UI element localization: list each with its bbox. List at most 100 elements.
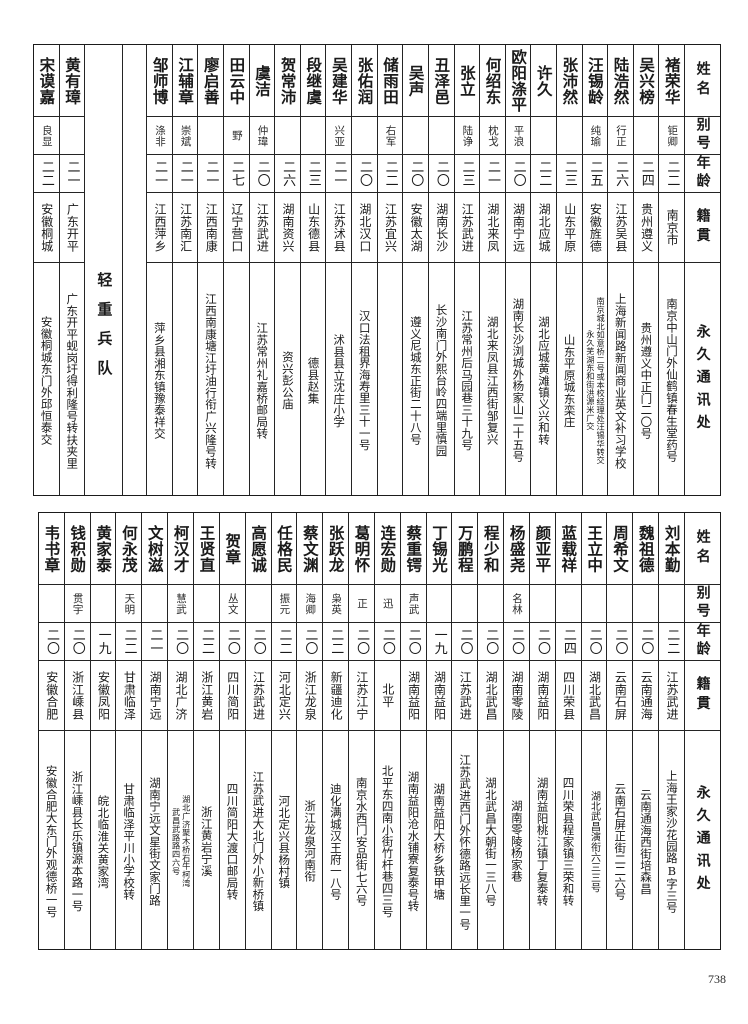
entry-alias-text: 野 bbox=[230, 130, 243, 141]
entry-alias bbox=[426, 585, 452, 623]
entry-origin: 安徽桐城 bbox=[33, 193, 59, 263]
registry-entry-column: 许久 二二 湖北应城 湖北应城黄滩镇义兴和转 bbox=[530, 45, 556, 495]
entry-origin-text: 湖北广济 bbox=[174, 671, 189, 720]
entry-alias bbox=[38, 585, 64, 623]
entry-alias-text: 丛文 bbox=[226, 592, 239, 615]
entry-alias: 振元 bbox=[271, 585, 297, 623]
entry-address: 南京水西门安品街七六号 bbox=[349, 731, 374, 949]
entry-origin: 江苏武进 bbox=[249, 193, 275, 263]
entry-name-text: 柯汉才 bbox=[171, 524, 191, 573]
entry-name-text: 文树滋 bbox=[145, 524, 165, 573]
entry-name-text: 刘本勤 bbox=[662, 524, 682, 573]
entry-name: 高愿诚 bbox=[245, 513, 271, 585]
entry-origin-text: 安徽桐城 bbox=[39, 203, 54, 252]
entry-alias-text: 陆诤 bbox=[461, 124, 474, 147]
entry-age: 二〇 bbox=[478, 623, 504, 661]
entry-address: 德县赵集 bbox=[301, 263, 326, 495]
entry-alias: 钜卿 bbox=[659, 117, 684, 155]
entry-name-text: 邹师博 bbox=[150, 56, 170, 105]
entry-age: 二〇 bbox=[529, 623, 555, 661]
entry-name: 何绍东 bbox=[480, 45, 505, 117]
entry-origin-text: 江西萍乡 bbox=[152, 203, 167, 252]
row-label-alias: 别号 bbox=[685, 117, 720, 155]
entry-address: 浙江黄岩宁溪 bbox=[194, 731, 219, 949]
entry-origin: 新疆迪化 bbox=[323, 661, 349, 731]
row-label-name: 姓名 bbox=[685, 45, 720, 117]
registry-entry-column: 魏祖德 二〇 云南通海 云南通海西街培森昌 bbox=[632, 513, 659, 949]
entry-alias: 涤非 bbox=[147, 117, 172, 155]
entry-alias: 纯瑜 bbox=[582, 117, 608, 155]
entry-age-text: 二二 bbox=[199, 627, 215, 656]
entry-age-text: 二一 bbox=[331, 159, 347, 188]
entry-alias: 迅 bbox=[374, 585, 400, 623]
entry-origin: 浙江黄岩 bbox=[193, 661, 219, 731]
entry-age: 二二 bbox=[531, 155, 556, 193]
entry-origin: 四川简阳 bbox=[219, 661, 245, 731]
registry-entry-column: 蔡文渊 海卿 二〇 浙江龙泉 浙江龙泉河南衔 bbox=[296, 513, 323, 949]
entry-origin-text: 安徽旌德 bbox=[588, 203, 603, 252]
entry-address-line: 云南石屏正街二二六号 bbox=[613, 782, 628, 901]
registry-entry-column: 吴声 二〇 安徽太湖 遵义尼城东正街二十八号 bbox=[402, 45, 428, 495]
entry-origin: 江苏武进 bbox=[452, 661, 478, 731]
entry-address: 贵州遵义中正门二〇号 bbox=[634, 263, 659, 495]
entry-alias-text: 良显 bbox=[40, 124, 53, 147]
registry-entry-column: 黄家泰 一九 安徽凤阳 皖北临淮关黄家湾 bbox=[89, 513, 116, 949]
entry-address-line: 甘肃临泽平川小学校转 bbox=[122, 782, 137, 901]
entry-address: 上海新闻路新闻商业英文补习学校 bbox=[608, 263, 633, 495]
entry-name-text: 廖启善 bbox=[201, 56, 221, 105]
registry-entry-column: 万鹏程 二〇 江苏武进 江苏武进西门外怀德路远长里一号 bbox=[451, 513, 478, 949]
entry-origin: 湖北武昌 bbox=[581, 661, 607, 731]
entry-age: 二二 bbox=[193, 623, 219, 661]
entry-name-text: 张沛然 bbox=[560, 56, 580, 105]
entry-address-line: 四川荣县程家镇三荣和转 bbox=[561, 776, 576, 907]
entry-name: 周希文 bbox=[607, 513, 633, 585]
entry-origin: 湖南资兴 bbox=[275, 193, 300, 263]
entry-origin-text: 甘肃临泽 bbox=[122, 671, 137, 720]
entry-age-text: 二〇 bbox=[379, 627, 395, 656]
entry-age-text: 二一 bbox=[147, 627, 163, 656]
entry-age: 二六 bbox=[608, 155, 633, 193]
entry-alias-text: 名林 bbox=[511, 592, 524, 615]
registry-entry-column: 陆浩然 行正 二六 江苏吴县 上海新闻路新闻商业英文补习学校 bbox=[607, 45, 633, 495]
entry-name: 柯汉才 bbox=[168, 513, 193, 585]
entry-address: 北平东四南小街竹杆巷四三号 bbox=[375, 731, 400, 949]
entry-address-line: 迪化满城汉王府一八号 bbox=[328, 782, 343, 901]
entry-alias: 陆诤 bbox=[454, 117, 480, 155]
entry-origin: 湖南宁远 bbox=[505, 193, 531, 263]
entry-age-text: 二二 bbox=[664, 159, 680, 188]
entry-address: 上海王家沙花园路B字三号 bbox=[659, 731, 684, 949]
entry-age-text: 二一 bbox=[64, 159, 80, 188]
entry-alias-text: 崇斌 bbox=[179, 124, 192, 147]
entry-address: 山东平原城东栾庄 bbox=[557, 263, 582, 495]
registry-entry-column: 任格民 振元 二二 河北定兴 河北定兴县杨村镇 bbox=[270, 513, 297, 949]
registry-entry-column: 段继虞 二三 山东德县 德县赵集 bbox=[299, 45, 326, 495]
entry-alias: 野 bbox=[224, 117, 249, 155]
registry-entry-column: 廖启善 二一 江西南康 江西南康塘江圩油行衔广兴隆号转 bbox=[197, 45, 224, 495]
entry-age-text: 一九 bbox=[431, 627, 447, 656]
entry-origin-text: 湖南益阳 bbox=[432, 671, 447, 720]
entry-age-text: 二〇 bbox=[433, 159, 449, 188]
entry-address: 汉口法租界海寿里三十一号 bbox=[352, 263, 377, 495]
entry-address: 江苏常州礼嘉桥邮局转 bbox=[250, 263, 275, 495]
entry-alias bbox=[300, 117, 326, 155]
registry-entry-column: 张立 陆诤 二三 江苏武进 江苏常州后马园巷三十九号 bbox=[453, 45, 480, 495]
entry-address: 湖北武昌演衔六三三号 bbox=[582, 731, 607, 949]
entry-alias-text: 兴亚 bbox=[333, 124, 346, 147]
entry-address: 南京中山门外仙鹤镇春生堂药号 bbox=[659, 263, 684, 495]
entry-address: 资兴彭公庙 bbox=[275, 263, 300, 495]
entry-alias-text: 右军 bbox=[384, 124, 397, 147]
entry-age: 二〇 bbox=[38, 623, 64, 661]
entry-alias bbox=[198, 117, 224, 155]
entry-name-text: 韦书章 bbox=[42, 524, 62, 573]
entry-name-text: 储雨田 bbox=[381, 56, 401, 105]
entry-alias bbox=[245, 585, 271, 623]
entry-address-line: 皖北临淮关黄家湾 bbox=[96, 794, 111, 889]
entry-origin-text: 江苏武进 bbox=[251, 671, 266, 720]
entry-address-line: 南京水西门安品街七六号 bbox=[354, 776, 369, 907]
entry-alias bbox=[555, 585, 581, 623]
entry-age-text: 二〇 bbox=[43, 627, 59, 656]
entry-address: 安徽合肥大东门外观德桥一号 bbox=[39, 731, 64, 949]
registry-entry-column: 黄有璋 二一 广东开平 广东开平蚬岗圩得利隆号转扶夹里 bbox=[58, 45, 85, 495]
registry-entry-column: 程少和 二〇 湖北武昌 湖北武昌大朝街一三八号 bbox=[477, 513, 504, 949]
entry-alias-text: 枕戈 bbox=[486, 124, 499, 147]
